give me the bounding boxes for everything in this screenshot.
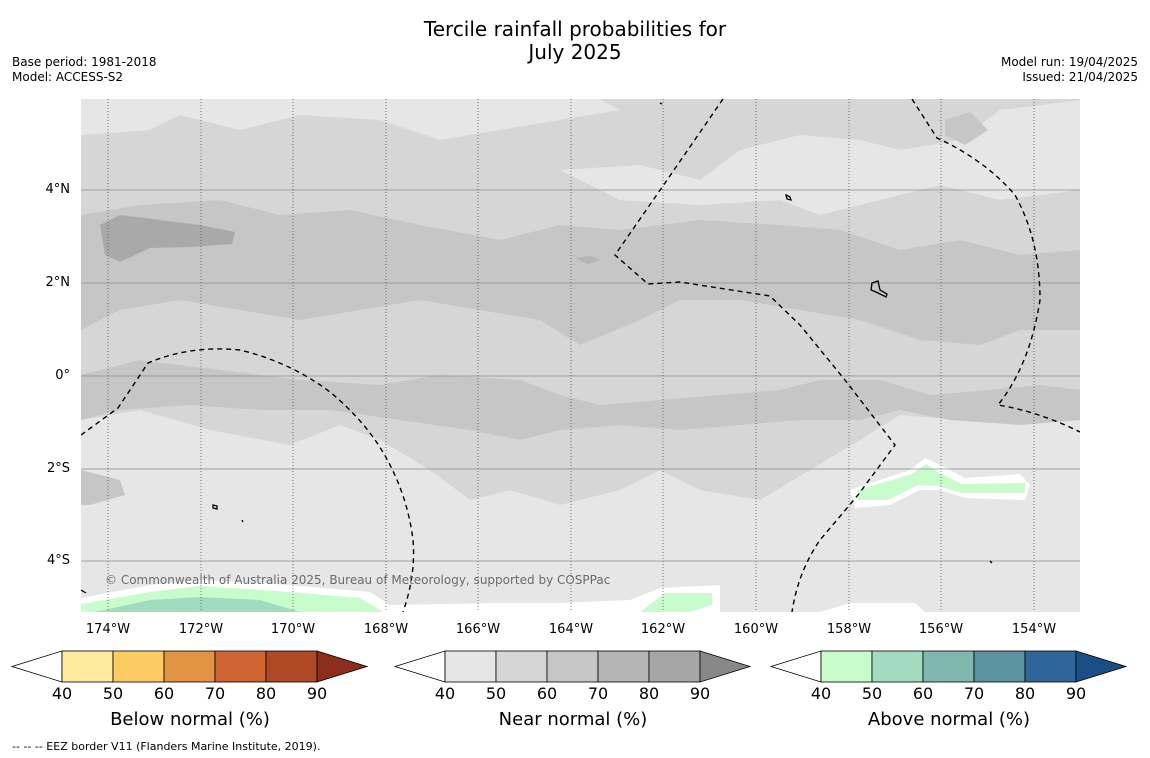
lat-label: 2°N xyxy=(45,275,71,290)
model-run: Model run: 19/04/2025 xyxy=(1000,55,1138,69)
near-normal-50-band xyxy=(81,470,125,505)
near-normal-50-band xyxy=(81,360,1080,440)
cb-near-title: Near normal (%) xyxy=(498,709,648,730)
lon-label: 172°W xyxy=(178,622,224,637)
colorbar-near-high-extend xyxy=(699,650,752,683)
lat-label: 0° xyxy=(55,368,70,383)
cb-near-tick: 60 xyxy=(536,684,558,703)
model-name: Model: ACCESS-S2 xyxy=(12,70,124,84)
colorbar-above-high-extend xyxy=(1075,650,1128,683)
cb-above-title: Above normal (%) xyxy=(867,709,1031,730)
island xyxy=(241,519,244,523)
colorbar-near-segment xyxy=(546,650,599,683)
cb-near-tick: 80 xyxy=(638,684,660,703)
colorbar-near-segment xyxy=(444,650,497,683)
above-normal-50-patch xyxy=(858,464,1025,500)
colorbar-above-segment xyxy=(820,650,873,683)
lon-label: 160°W xyxy=(733,622,779,637)
lat-label: 4°S xyxy=(46,553,70,568)
colorbar-below-high-extend xyxy=(316,650,369,683)
lon-label: 154°W xyxy=(1011,622,1057,637)
base-period: Base period: 1981-2018 xyxy=(12,55,157,69)
map-title: Tercile rainfall probabilities for July … xyxy=(0,18,1150,64)
lon-label: 170°W xyxy=(270,622,316,637)
cb-below-tick: 40 xyxy=(51,684,73,703)
lon-label: 168°W xyxy=(363,622,409,637)
lon-label: 166°W xyxy=(455,622,501,637)
islands xyxy=(81,102,993,594)
eez-footnote: -- -- -- EEZ border V11 (Flanders Marine… xyxy=(12,740,321,753)
meta-left: Base period: 1981-2018 Model: ACCESS-S2 xyxy=(12,55,157,85)
cb-above-tick: 70 xyxy=(963,684,985,703)
lat-label: 2°S xyxy=(46,461,70,476)
latitude-gridlines xyxy=(81,189,1080,562)
colorbar-below-segment xyxy=(112,650,165,683)
near-normal-40-region xyxy=(560,100,1080,215)
near-normal-60-patch xyxy=(100,215,235,262)
issued-date: Issued: 21/04/2025 xyxy=(1022,70,1138,84)
colorbar-above-segment xyxy=(973,650,1026,683)
meta-right: Model run: 19/04/2025 Issued: 21/04/2025 xyxy=(1001,55,1138,85)
colorbar-below-segment xyxy=(61,650,114,683)
colorbar-near-segment xyxy=(495,650,548,683)
colorbar-above-segment xyxy=(1024,650,1077,683)
lon-label: 174°W xyxy=(85,622,131,637)
colorbar-above-segment xyxy=(871,650,924,683)
lon-label: 164°W xyxy=(548,622,594,637)
colorbar-below-segment xyxy=(163,650,216,683)
map-area xyxy=(81,99,1080,612)
cb-above-tick: 50 xyxy=(861,684,883,703)
island xyxy=(785,193,792,201)
island xyxy=(870,280,888,298)
cb-below-title: Below normal (%) xyxy=(110,709,270,730)
cb-above-tick: 40 xyxy=(810,684,832,703)
above-normal-50-patch xyxy=(640,593,712,612)
eez-border xyxy=(911,99,1080,433)
title-line-2: July 2025 xyxy=(528,40,622,64)
above-normal-40-patch xyxy=(820,603,925,612)
near-normal-60-patch xyxy=(575,256,600,264)
cb-near-tick: 70 xyxy=(587,684,609,703)
colorbar-below-segment xyxy=(214,650,267,683)
eez-borders xyxy=(81,99,1080,612)
lon-label: 156°W xyxy=(918,622,964,637)
near-normal-40-region xyxy=(81,99,620,140)
cb-above-tick: 60 xyxy=(912,684,934,703)
title-line-1: Tercile rainfall probabilities for xyxy=(423,17,727,41)
colorbar-near-segment xyxy=(597,650,650,683)
island xyxy=(989,560,993,564)
near-normal-50-band xyxy=(81,200,1080,345)
cb-below-tick: 90 xyxy=(306,684,328,703)
lat-label: 4°N xyxy=(45,182,71,197)
near-normal-60-patch xyxy=(945,112,988,145)
island xyxy=(212,504,218,510)
cb-below-tick: 70 xyxy=(204,684,226,703)
above-normal-60-patch xyxy=(95,597,300,612)
cb-below-tick: 60 xyxy=(153,684,175,703)
island xyxy=(81,589,87,594)
cb-above-tick: 80 xyxy=(1014,684,1036,703)
copyright-notice: © Commonwealth of Australia 2025, Bureau… xyxy=(105,573,611,587)
cb-below-tick: 50 xyxy=(102,684,124,703)
lon-label: 162°W xyxy=(640,622,686,637)
colorbar-above-segment xyxy=(922,650,975,683)
cb-below-tick: 80 xyxy=(255,684,277,703)
colorbar-below-segment xyxy=(265,650,318,683)
colorbar-near-segment xyxy=(648,650,701,683)
colorbar-near-low-extend xyxy=(393,650,446,683)
colorbar-below-low-extend xyxy=(10,650,63,683)
lon-label: 158°W xyxy=(826,622,872,637)
cb-above-tick: 90 xyxy=(1065,684,1087,703)
cb-near-tick: 90 xyxy=(689,684,711,703)
cb-near-tick: 50 xyxy=(485,684,507,703)
island xyxy=(659,102,663,105)
near-normal-40-region xyxy=(81,490,1080,612)
colorbar-above-low-extend xyxy=(769,650,822,683)
eez-border xyxy=(81,348,415,612)
cb-near-tick: 40 xyxy=(434,684,456,703)
